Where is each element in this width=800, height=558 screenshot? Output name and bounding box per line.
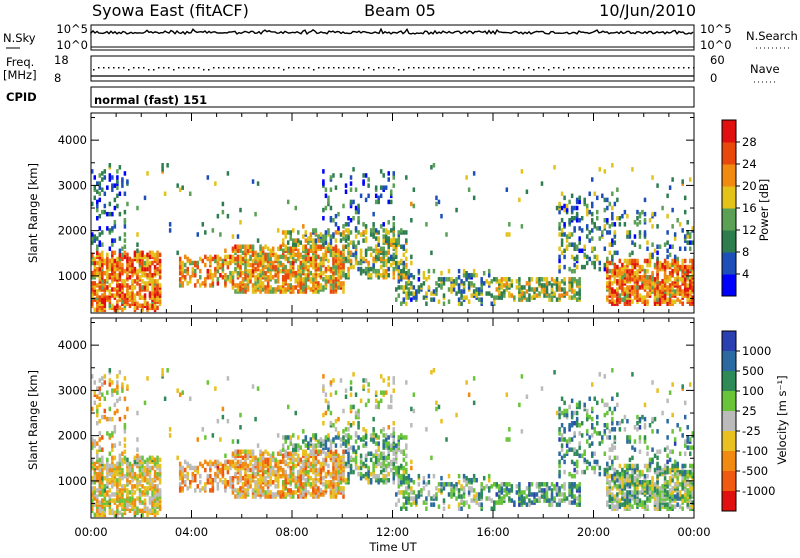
colorbar-segment bbox=[722, 252, 736, 275]
colorbar-tick-label: 20 bbox=[742, 179, 757, 193]
velocity-ylabel: Slant Range [km] bbox=[26, 370, 40, 470]
cpid-value: normal (fast) 151 bbox=[94, 93, 207, 107]
colorbar-segment bbox=[722, 471, 736, 492]
colorbar-tick-label: -100 bbox=[742, 444, 768, 458]
y-tick-label: 3000 bbox=[58, 383, 87, 397]
colorbar-tick-label: 16 bbox=[742, 201, 757, 215]
colorbar-segment bbox=[722, 491, 736, 512]
nsearch-tick-high: 10^5 bbox=[700, 22, 732, 36]
freq-panel: Freq. [MHz] 18 8 60 0 Nave bbox=[3, 53, 780, 85]
nave-tick-low: 0 bbox=[710, 71, 717, 85]
nsearch-tick-low: 10^0 bbox=[700, 38, 732, 52]
colorbar-tick-label: 25 bbox=[742, 404, 757, 418]
power-colorbar-label: Power [dB] bbox=[757, 179, 771, 242]
y-tick-label: 4000 bbox=[58, 133, 87, 147]
colorbar-tick-label: -25 bbox=[742, 424, 761, 438]
colorbar-tick-label: 500 bbox=[742, 364, 764, 378]
y-tick-label: 3000 bbox=[58, 178, 87, 192]
colorbar-tick-label: 1000 bbox=[742, 344, 771, 358]
beam-title: Beam 05 bbox=[364, 1, 436, 20]
nave-trace bbox=[93, 67, 695, 71]
colorbar-segment bbox=[722, 371, 736, 392]
y-tick-label: 1000 bbox=[58, 269, 87, 283]
colorbar-segment bbox=[722, 164, 736, 187]
nsky-tick-high: 10^5 bbox=[56, 22, 88, 36]
colorbar-segment bbox=[722, 142, 736, 165]
velocity-panel: 1000 2000 3000 4000 00:00 04:00 08:00 12:00 16:… bbox=[26, 318, 711, 554]
colorbar-segment bbox=[722, 186, 736, 209]
freq-tick-low: 8 bbox=[54, 71, 61, 85]
x-tick-label: 04:00 bbox=[175, 525, 208, 539]
colorbar-segment bbox=[722, 208, 736, 231]
colorbar-segment bbox=[722, 120, 736, 143]
colorbar-segment bbox=[722, 431, 736, 452]
colorbar-segment bbox=[722, 230, 736, 253]
power-ylabel: Slant Range [km] bbox=[26, 163, 40, 263]
power-cells bbox=[91, 163, 694, 312]
velocity-cells bbox=[91, 368, 694, 517]
colorbar-tick-label: -500 bbox=[742, 464, 768, 478]
x-tick-label: 08:00 bbox=[275, 525, 308, 539]
colorbar-tick-label: 8 bbox=[742, 245, 749, 259]
nsky-tick-low: 10^0 bbox=[56, 38, 88, 52]
y-tick-label: 2000 bbox=[58, 224, 87, 238]
colorbar-segment bbox=[722, 331, 736, 352]
colorbar-segment bbox=[722, 351, 736, 372]
x-tick-label: 20:00 bbox=[577, 525, 610, 539]
colorbar-tick-label: 100 bbox=[742, 384, 764, 398]
velocity-colorbar-label: Velocity [m s⁻¹] bbox=[775, 375, 789, 464]
cpid-panel: CPID normal (fast) 151 bbox=[6, 87, 694, 107]
colorbar-segment bbox=[722, 391, 736, 412]
nsky-panel: N.Sky 10^5 10^0 10^5 10^0 N.Search bbox=[3, 22, 798, 52]
nave-tick-high: 60 bbox=[710, 53, 725, 67]
colorbar-segment bbox=[722, 451, 736, 472]
nsky-label: N.Sky bbox=[3, 31, 36, 45]
power-colorbar: 4 8 12 16 20 24 28 Power [dB] bbox=[722, 120, 771, 297]
nave-label: Nave bbox=[750, 62, 780, 76]
freq-tick-high: 18 bbox=[54, 53, 69, 67]
colorbar-tick-label: 4 bbox=[742, 267, 749, 281]
power-panel: 1000 2000 3000 4000 Slant Range [km] bbox=[26, 113, 694, 313]
nsky-trace bbox=[91, 29, 693, 34]
colorbar-tick-label: 28 bbox=[742, 135, 757, 149]
x-tick-label: 16:00 bbox=[476, 525, 509, 539]
nsearch-label: N.Search bbox=[746, 29, 798, 43]
cpid-label: CPID bbox=[6, 90, 37, 104]
x-axis-label: Time UT bbox=[368, 540, 417, 554]
colorbar-segment bbox=[722, 411, 736, 432]
x-tick-label: 00:00 bbox=[677, 525, 710, 539]
freq-label-line1: Freq. bbox=[6, 55, 34, 69]
colorbar-tick-label: 12 bbox=[742, 223, 757, 237]
radar-title: Syowa East (fitACF) bbox=[92, 1, 249, 20]
freq-label-line2: [MHz] bbox=[3, 68, 37, 82]
y-tick-label: 2000 bbox=[58, 429, 87, 443]
date-title: 10/Jun/2010 bbox=[599, 1, 696, 20]
y-tick-label: 4000 bbox=[58, 338, 87, 352]
y-tick-label: 1000 bbox=[58, 474, 87, 488]
colorbar-segment bbox=[722, 274, 736, 297]
x-tick-label: 00:00 bbox=[74, 525, 107, 539]
colorbar-tick-label: 24 bbox=[742, 157, 757, 171]
colorbar-tick-label: -1000 bbox=[742, 484, 775, 498]
x-tick-label: 12:00 bbox=[376, 525, 409, 539]
velocity-colorbar: 1000 500 100 25 -25 -100 -500 -1000 Velocity [m… bbox=[722, 331, 789, 512]
